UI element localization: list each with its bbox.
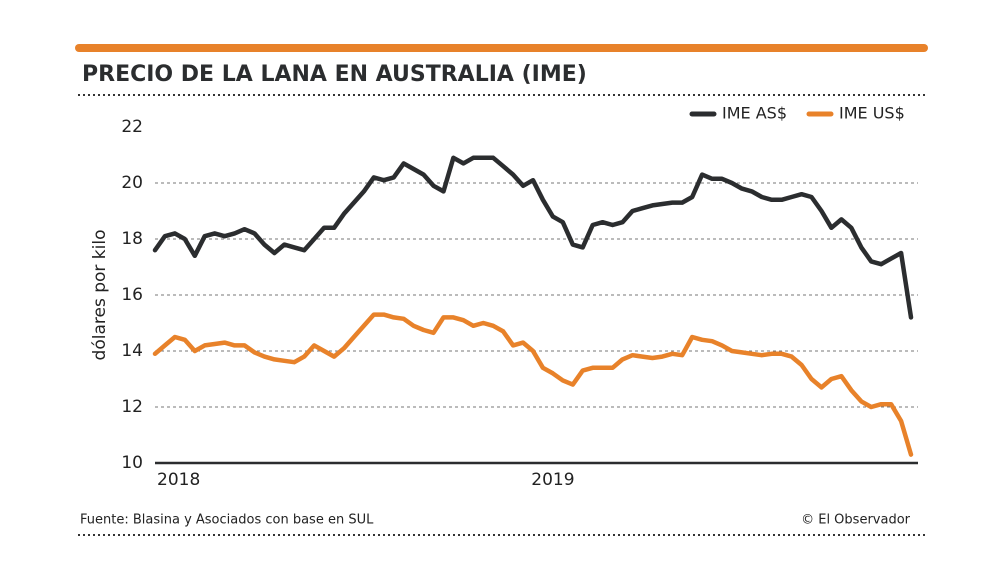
source: Fuente: Blasina y Asociados con base en …: [80, 513, 374, 528]
legend-label: IME AS$: [722, 104, 787, 123]
y-tick-label: 14: [121, 341, 143, 361]
y-tick-label: 22: [121, 117, 143, 137]
y-tick-label: 20: [121, 173, 143, 193]
chart-title: PRECIO DE LA LANA EN AUSTRALIA (IME): [82, 62, 587, 87]
top-bar: [75, 44, 928, 52]
line-series: [152, 312, 914, 457]
y-axis-label: dólares por kilo: [90, 230, 110, 361]
x-tick-label: 2019: [531, 470, 574, 490]
x-tick-label: 2018: [157, 470, 200, 490]
legend-label: IME US$: [839, 104, 905, 123]
y-tick-label: 18: [121, 229, 143, 249]
y-tick-label: 12: [121, 397, 143, 417]
y-tick-label: 16: [121, 285, 143, 305]
y-tick-label: 10: [121, 453, 143, 473]
line-series: [152, 155, 914, 320]
credit: © El Observador: [801, 513, 911, 528]
